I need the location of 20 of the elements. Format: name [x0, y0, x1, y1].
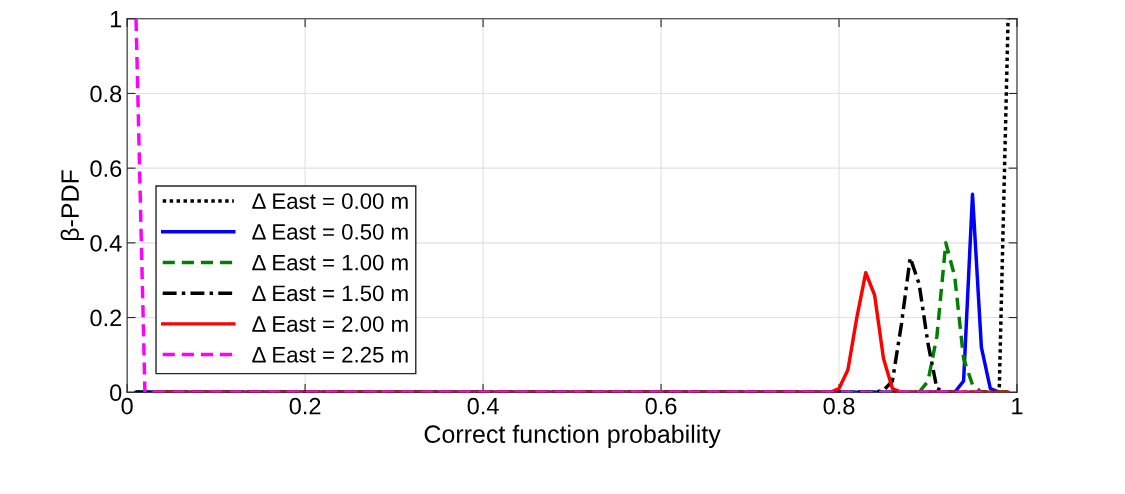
- x-tick-label: 0: [121, 397, 133, 415]
- legend-label: Δ East = 2.00 m: [252, 316, 408, 332]
- x-axis-title: Correct function probability: [424, 424, 721, 448]
- legend-label: Δ East = 1.00 m: [252, 254, 408, 271]
- y-tick-label: 1: [110, 11, 122, 28]
- x-tick-label: 0.6: [645, 397, 677, 415]
- y-axis-title: β-PDF: [60, 170, 84, 241]
- legend-label: Δ East = 2.25 m: [252, 346, 408, 363]
- legend-label: Δ East = 1.50 m: [252, 285, 408, 302]
- x-tick-label: 0.8: [823, 397, 855, 415]
- legend-label: Δ East = 0.00 m: [252, 193, 408, 210]
- y-tick-label: 0.2: [90, 309, 122, 327]
- y-tick-label: 0: [110, 384, 122, 402]
- x-tick-label: 0.4: [467, 397, 499, 415]
- y-tick-label: 0.6: [90, 160, 122, 177]
- x-tick-label: 0.2: [289, 397, 321, 415]
- y-tick-label: 0.8: [90, 85, 122, 103]
- y-tick-label: 0.4: [90, 234, 122, 252]
- legend-label: Δ East = 0.50 m: [252, 224, 408, 240]
- x-tick-label: 1: [1012, 397, 1023, 415]
